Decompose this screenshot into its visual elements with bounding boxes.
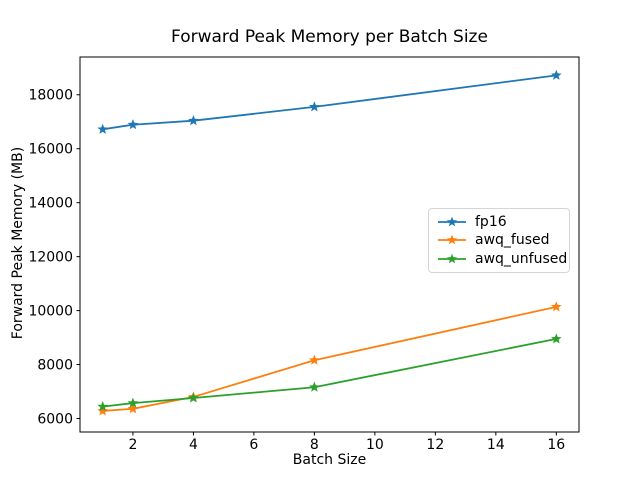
data-point-fp16 [127,119,139,130]
y-tick-label: 12000 [28,249,73,265]
series-line-fp16 [102,74,557,131]
data-point-awq_unfused [127,397,139,408]
data-point-awq_unfused [97,401,109,412]
x-tick-label: 2 [128,437,137,453]
data-point-fp16 [309,101,320,112]
x-tick-label: 16 [547,437,565,453]
legend-item-awq-unfused: awq_unfused [438,251,567,267]
data-point-awq_fused [127,403,139,414]
data-point-awq_fused [309,354,320,365]
y-tick-label: 16000 [28,142,73,158]
data-point-awq_fused [97,405,109,416]
x-tick-label: 6 [249,437,258,453]
data-point-fp16 [550,69,562,80]
data-point-awq_fused [550,301,562,312]
x-tick-label: 12 [426,437,444,453]
data-point-awq_unfused [550,333,562,344]
y-tick-label: 10000 [28,303,73,319]
legend-line-sample [438,216,466,227]
legend-item-fp16: fp16 [438,214,563,230]
legend-label: awq_fused [475,232,550,249]
legend-label: awq_unfused [475,250,568,267]
data-point-awq_unfused [188,392,199,403]
y-tick-label: 6000 [37,411,73,427]
plot-border [79,56,580,433]
legend-item-awq-fused: awq_fused [438,232,563,248]
legend-line-sample [438,235,466,245]
legend: fp16 awq_fused awq_unfused [428,208,570,273]
y-tick-label: 18000 [28,88,73,104]
x-tick-label: 8 [310,437,319,453]
x-tick-label: 4 [189,437,198,453]
legend-line-sample [438,253,466,264]
x-tick-label: 14 [487,437,505,453]
x-axis-label: Batch Size [292,452,367,468]
y-tick-label: 14000 [28,195,73,211]
y-tick-label: 8000 [37,357,73,373]
x-tick-label: 10 [366,437,384,453]
data-point-fp16 [188,115,199,126]
series-line-awq_unfused [102,338,557,408]
series-line-awq_fused [102,305,557,412]
data-point-awq_unfused [309,381,320,392]
data-point-fp16 [97,123,109,134]
legend-label: fp16 [475,214,507,231]
chart-title: Forward Peak Memory per Batch Size [171,27,488,47]
y-axis-label: Forward Peak Memory (MB) [10,146,26,340]
